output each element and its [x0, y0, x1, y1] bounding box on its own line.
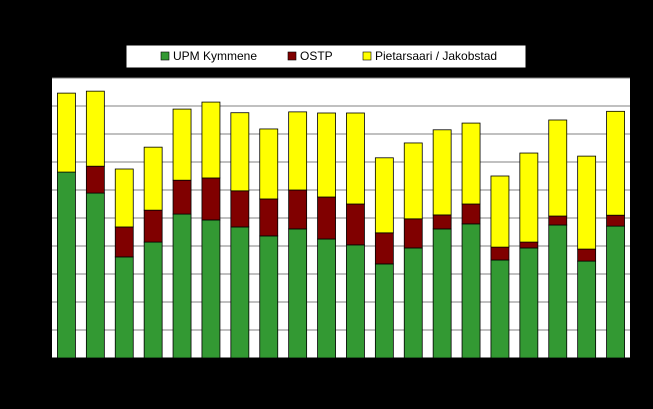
bar-segment	[288, 189, 308, 230]
bar-segment	[432, 214, 452, 230]
bar-segment	[172, 179, 192, 215]
bar-segment	[577, 248, 597, 262]
bar-segment	[403, 218, 423, 249]
bar-segment	[57, 171, 76, 359]
legend-swatch	[362, 51, 372, 61]
legend-label: Pietarsaari / Jakobstad	[375, 49, 497, 63]
legend-swatch	[287, 51, 297, 61]
y-tick-label: 8	[39, 126, 46, 140]
bar-segment	[259, 128, 279, 200]
bar-segment	[548, 224, 568, 359]
bar-segment	[143, 209, 163, 243]
bar-segment	[85, 165, 105, 194]
bar-segment	[288, 228, 308, 359]
y-tick-label: 6	[39, 182, 46, 196]
bar-segment	[230, 112, 250, 192]
bar-segment	[346, 244, 365, 359]
bar-segment	[288, 111, 308, 191]
legend-label: OSTP	[300, 49, 333, 63]
bar-segment	[57, 92, 76, 173]
y-tick-label: 2	[39, 294, 46, 308]
bar-segment	[201, 101, 221, 179]
bar-segment	[230, 190, 250, 228]
bar-segment	[143, 241, 163, 359]
bar-segment	[201, 219, 221, 359]
bar-segment	[114, 256, 134, 359]
bar-segment	[461, 122, 481, 205]
bar-segment	[432, 129, 452, 216]
bar-segment	[606, 214, 625, 227]
bar-segment	[172, 213, 192, 359]
y-tick-label: 5	[39, 210, 46, 224]
y-tick-label: 9	[39, 98, 46, 112]
bar-segment	[548, 215, 568, 226]
y-tick-label: 1	[39, 322, 46, 336]
bar-segment	[143, 146, 163, 211]
bar-segment	[259, 235, 279, 359]
bar-segment	[317, 196, 336, 240]
bar-segment	[172, 108, 192, 181]
y-tick-label: 10	[33, 70, 47, 84]
bar-segment	[432, 228, 452, 359]
legend	[125, 44, 527, 69]
legend-swatch	[160, 51, 170, 61]
bar-segment	[374, 263, 394, 359]
bar-segment	[490, 259, 510, 359]
y-tick-label: 7	[39, 154, 46, 168]
bar-segment	[606, 110, 625, 216]
y-tick-label: 3	[39, 266, 46, 280]
legend-label: UPM Kymmene	[173, 49, 257, 63]
bar-segment	[490, 246, 510, 261]
bar-segment	[201, 177, 221, 221]
bar-segment	[346, 203, 365, 246]
bar-segment	[461, 223, 481, 359]
bar-segment	[85, 90, 105, 167]
bar-segment	[114, 226, 134, 258]
y-tick-label: 4	[39, 238, 46, 252]
bar-segment	[519, 241, 539, 249]
bar-segment	[85, 192, 105, 359]
bar-segment	[490, 175, 510, 248]
bar-segment	[461, 203, 481, 225]
bar-segment	[403, 247, 423, 359]
bar-segment	[317, 238, 336, 359]
bar-segment	[519, 152, 539, 243]
bar-segment	[577, 260, 597, 359]
bar-segment	[346, 112, 365, 205]
bar-segment	[374, 157, 394, 234]
bar-segment	[317, 112, 336, 198]
bar-segment	[577, 155, 597, 250]
bar-segment	[548, 119, 568, 217]
bar-segment	[519, 247, 539, 359]
y-tick-label: 0	[39, 350, 46, 364]
bar-segment	[606, 225, 625, 359]
bar-segment	[114, 168, 134, 228]
bar-segment	[230, 226, 250, 359]
bar-segment	[374, 232, 394, 265]
bar-segment	[403, 142, 423, 220]
bar-segment	[259, 198, 279, 237]
